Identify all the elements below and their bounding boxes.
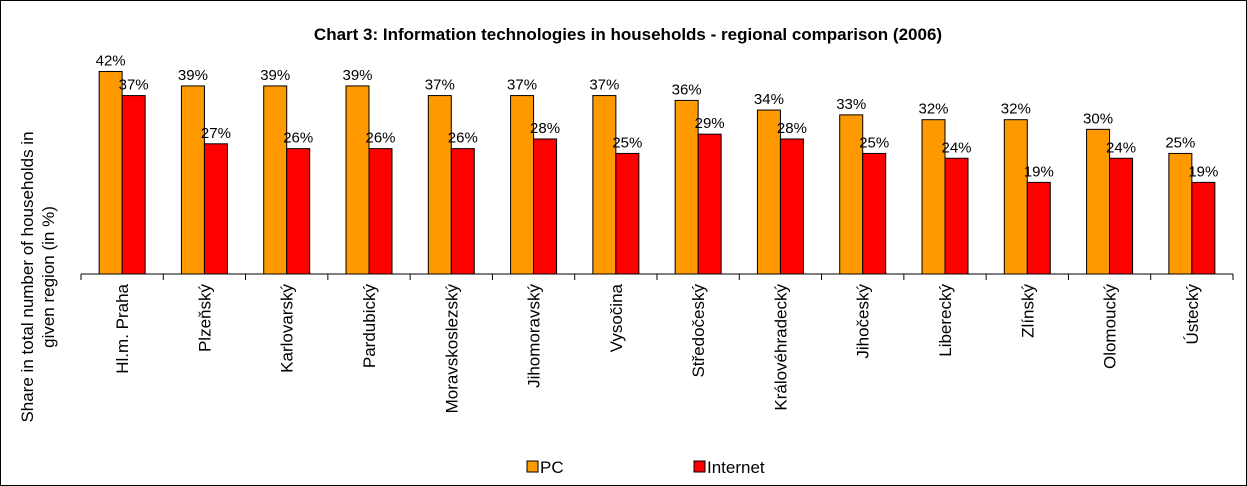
data-label-internet-1: 27% bbox=[201, 125, 231, 142]
data-label-pc-5: 37% bbox=[507, 77, 537, 94]
data-label-internet-0: 37% bbox=[119, 77, 149, 94]
data-label-internet-8: 28% bbox=[777, 120, 807, 137]
legend-label-pc: PC bbox=[540, 458, 564, 477]
chart-title: Chart 3: Information technologies in hou… bbox=[314, 25, 942, 44]
bar-pc-4 bbox=[427, 95, 452, 275]
category-label-12: Olomoucký bbox=[1101, 284, 1120, 370]
data-label-pc-10: 32% bbox=[918, 101, 948, 118]
data-label-pc-2: 39% bbox=[260, 67, 290, 84]
legend-swatch-pc bbox=[526, 460, 539, 473]
category-label-11: Zlínský bbox=[1018, 284, 1037, 338]
category-label-2: Karlovarský bbox=[278, 284, 297, 373]
data-label-pc-7: 36% bbox=[672, 81, 702, 98]
data-label-internet-5: 28% bbox=[530, 120, 560, 137]
bar-internet-7 bbox=[697, 133, 722, 275]
category-label-7: Středočeský bbox=[689, 284, 708, 378]
category-label-9: Jihočeský bbox=[854, 284, 873, 359]
bar-internet-11 bbox=[1026, 181, 1051, 275]
data-label-pc-4: 37% bbox=[425, 77, 455, 94]
legend-label-internet: Internet bbox=[707, 458, 765, 477]
bar-internet-9 bbox=[862, 152, 887, 275]
data-label-pc-8: 34% bbox=[754, 91, 784, 108]
bar-pc-0 bbox=[98, 70, 123, 275]
data-label-pc-1: 39% bbox=[178, 67, 208, 84]
bar-internet-3 bbox=[368, 148, 393, 275]
data-label-internet-11: 19% bbox=[1024, 163, 1054, 180]
bar-internet-1 bbox=[203, 143, 228, 275]
data-label-internet-12: 24% bbox=[1106, 139, 1136, 156]
legend: PC Internet bbox=[526, 458, 765, 477]
data-label-pc-13: 25% bbox=[1165, 134, 1195, 151]
category-label-4: Moravskoslezský bbox=[442, 284, 461, 414]
plot-area: 42% 39% 39% 39% 37% 37% 37% 36% 34% 33% 32% 32% 30% 2… bbox=[80, 52, 1234, 414]
category-label-5: Jihomoravský bbox=[525, 284, 544, 388]
data-label-pc-12: 30% bbox=[1083, 110, 1113, 127]
bar-internet-8 bbox=[779, 138, 804, 275]
bar-internet-5 bbox=[533, 138, 558, 275]
bar-internet-12 bbox=[1109, 157, 1134, 275]
bar-internet-4 bbox=[450, 148, 475, 275]
data-label-internet-2: 26% bbox=[283, 130, 313, 147]
category-label-6: Vysočina bbox=[607, 283, 626, 352]
data-label-internet-3: 26% bbox=[365, 130, 395, 147]
bar-pc-2 bbox=[263, 85, 288, 275]
bar-pc-6 bbox=[592, 95, 617, 275]
data-label-internet-13: 19% bbox=[1188, 163, 1218, 180]
category-label-3: Pardubický bbox=[360, 284, 379, 369]
y-axis-label-line-1: Share in total number of households in bbox=[18, 131, 37, 422]
bar-pc-11 bbox=[1003, 119, 1028, 275]
legend-swatch-internet bbox=[693, 460, 706, 473]
bar-internet-0 bbox=[121, 95, 146, 275]
data-label-pc-9: 33% bbox=[836, 96, 866, 113]
data-label-pc-3: 39% bbox=[342, 67, 372, 84]
category-label-0: Hl.m. Praha bbox=[113, 283, 132, 373]
data-label-internet-10: 24% bbox=[941, 139, 971, 156]
category-label-13: Ústecký bbox=[1183, 284, 1202, 345]
data-label-internet-6: 25% bbox=[612, 134, 642, 151]
bar-internet-2 bbox=[286, 148, 311, 275]
data-label-pc-0: 42% bbox=[96, 52, 126, 69]
bar-internet-10 bbox=[944, 157, 969, 275]
bar-pc-3 bbox=[345, 85, 370, 275]
data-label-pc-6: 37% bbox=[589, 77, 619, 94]
data-label-pc-11: 32% bbox=[1001, 101, 1031, 118]
bar-internet-6 bbox=[615, 152, 640, 275]
y-axis-label-line-2: given region (in %) bbox=[39, 206, 58, 348]
category-label-10: Liberecký bbox=[936, 284, 955, 357]
data-label-internet-9: 25% bbox=[859, 134, 889, 151]
bar-internet-13 bbox=[1191, 181, 1216, 275]
category-label-8: Královéhradecký bbox=[771, 284, 790, 411]
data-label-internet-7: 29% bbox=[695, 115, 725, 132]
bar-pc-1 bbox=[180, 85, 205, 275]
category-label-1: Plzeňský bbox=[195, 284, 214, 353]
data-label-internet-4: 26% bbox=[448, 130, 478, 147]
